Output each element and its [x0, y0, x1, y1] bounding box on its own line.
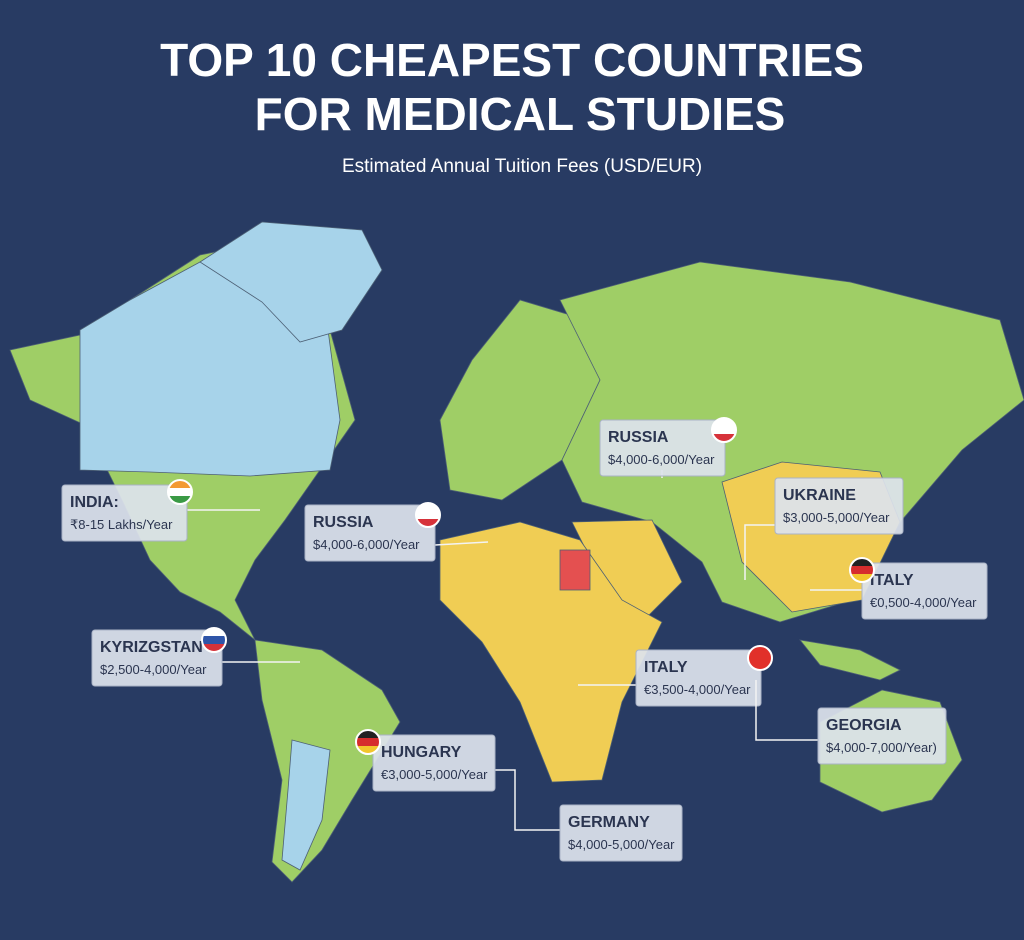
- tuition-fee: $3,000-5,000/Year: [783, 510, 890, 525]
- label-box: [635, 649, 762, 707]
- flag-stripe: [356, 746, 380, 754]
- flag-stripe: [712, 434, 736, 442]
- flag: [415, 502, 441, 528]
- label-box: [774, 477, 904, 535]
- leader-line: [744, 524, 775, 580]
- flag-border: [415, 502, 441, 528]
- flag-border: [167, 479, 193, 505]
- label-box: [817, 707, 947, 765]
- flag-stripe: [202, 636, 226, 644]
- flag-stripe: [356, 730, 380, 738]
- country-name: HUNGARY: [381, 744, 462, 761]
- tuition-fee: $4,000-6,000/Year: [313, 537, 420, 552]
- country-name: UKRAINE: [783, 487, 856, 504]
- flag: [711, 417, 737, 443]
- leader-line: [434, 541, 489, 546]
- flag-stripe: [416, 511, 440, 519]
- leader-line: [495, 769, 560, 831]
- label-box: [599, 419, 726, 477]
- flag-stripe: [748, 662, 772, 670]
- flag-stripe: [356, 738, 380, 746]
- flag: [355, 729, 381, 755]
- flag-stripe: [850, 574, 874, 582]
- title: FOR MEDICAL STUDIES: [255, 88, 786, 140]
- flag-border: [711, 417, 737, 443]
- flag-border: [355, 729, 381, 755]
- country-name: RUSSIA: [313, 514, 374, 531]
- subtitle: Estimated Annual Tuition Fees (USD/EUR): [342, 156, 702, 177]
- tuition-fee: $2,500-4,000/Year: [100, 662, 207, 677]
- tuition-fee: $4,000-7,000/Year): [826, 740, 937, 755]
- flag-stripe: [202, 644, 226, 652]
- country-name: ITALY: [644, 659, 688, 676]
- world-map: [9, 221, 1024, 883]
- label-box: [61, 484, 188, 542]
- country-name: KYRIZGSTAN: [100, 639, 203, 656]
- flag-stripe: [850, 558, 874, 566]
- country-name: ITALY: [870, 572, 914, 589]
- flag-stripe: [712, 426, 736, 434]
- tuition-fee: €0,500-4,000/Year: [870, 595, 977, 610]
- flag-stripe: [416, 519, 440, 527]
- flag: [849, 557, 875, 583]
- flag-border: [849, 557, 875, 583]
- flag-stripe: [168, 496, 192, 504]
- leader-line: [755, 680, 818, 741]
- flag-stripe: [850, 566, 874, 574]
- country-name: INDIA:: [70, 494, 119, 511]
- flag: [201, 627, 227, 653]
- title: TOP 10 CHEAPEST COUNTRIES: [160, 34, 864, 86]
- tuition-fee: €3,500-4,000/Year: [644, 682, 751, 697]
- flag-stripe: [168, 488, 192, 496]
- flag-stripe: [748, 654, 772, 662]
- flag: [747, 645, 773, 671]
- flag: [167, 479, 193, 505]
- tuition-fee: $4,000-6,000/Year: [608, 452, 715, 467]
- flag-border: [201, 627, 227, 653]
- tuition-fee: €3,000-5,000/Year: [381, 767, 488, 782]
- flag-stripe: [202, 628, 226, 636]
- flag-border: [747, 645, 773, 671]
- label-box: [91, 629, 223, 687]
- country-name: RUSSIA: [608, 429, 669, 446]
- flag-stripe: [168, 480, 192, 488]
- country-name: GERMANY: [568, 814, 650, 831]
- flag-stripe: [748, 646, 772, 654]
- label-box: [372, 734, 496, 792]
- label-box: [559, 804, 683, 862]
- label-box: [304, 504, 436, 562]
- labels: INDIA: ₹8-15 Lakhs/Year RUSSIA $4,000-6,000…: [61, 417, 988, 862]
- tuition-fee: ₹8-15 Lakhs/Year: [70, 517, 173, 532]
- country-name: GEORGIA: [826, 717, 902, 734]
- flag-stripe: [712, 418, 736, 426]
- flag-stripe: [416, 503, 440, 511]
- label-box: [861, 562, 988, 620]
- tuition-fee: $4,000-5,000/Year: [568, 837, 675, 852]
